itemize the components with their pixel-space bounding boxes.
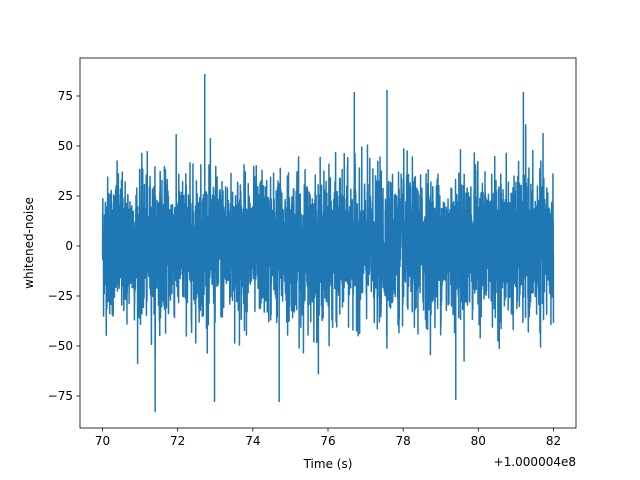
x-axis: 70 72 74 76 78 80 82	[95, 428, 561, 448]
x-tick-label: 80	[471, 434, 486, 448]
y-tick-label: −25	[48, 289, 73, 303]
x-tick-label: 82	[546, 434, 561, 448]
x-tick-label: 72	[170, 434, 185, 448]
y-tick-label: −50	[48, 339, 73, 353]
noise-series-line	[101, 124, 555, 375]
y-axis: −75 −50 −25 0 25 50 75	[48, 89, 80, 403]
x-tick-label: 70	[95, 434, 110, 448]
x-axis-label: Time (s)	[303, 457, 353, 471]
x-tick-label: 74	[245, 434, 260, 448]
y-tick-label: 75	[58, 89, 73, 103]
x-offset-label: +1.000004e8	[494, 455, 576, 469]
y-tick-label: 0	[65, 239, 73, 253]
x-tick-label: 76	[320, 434, 335, 448]
y-tick-label: 50	[58, 139, 73, 153]
series-layer	[101, 74, 555, 412]
x-tick-label: 78	[396, 434, 411, 448]
y-axis-label: whitened-noise	[22, 197, 36, 289]
y-tick-label: 25	[58, 189, 73, 203]
y-tick-label: −75	[48, 389, 73, 403]
